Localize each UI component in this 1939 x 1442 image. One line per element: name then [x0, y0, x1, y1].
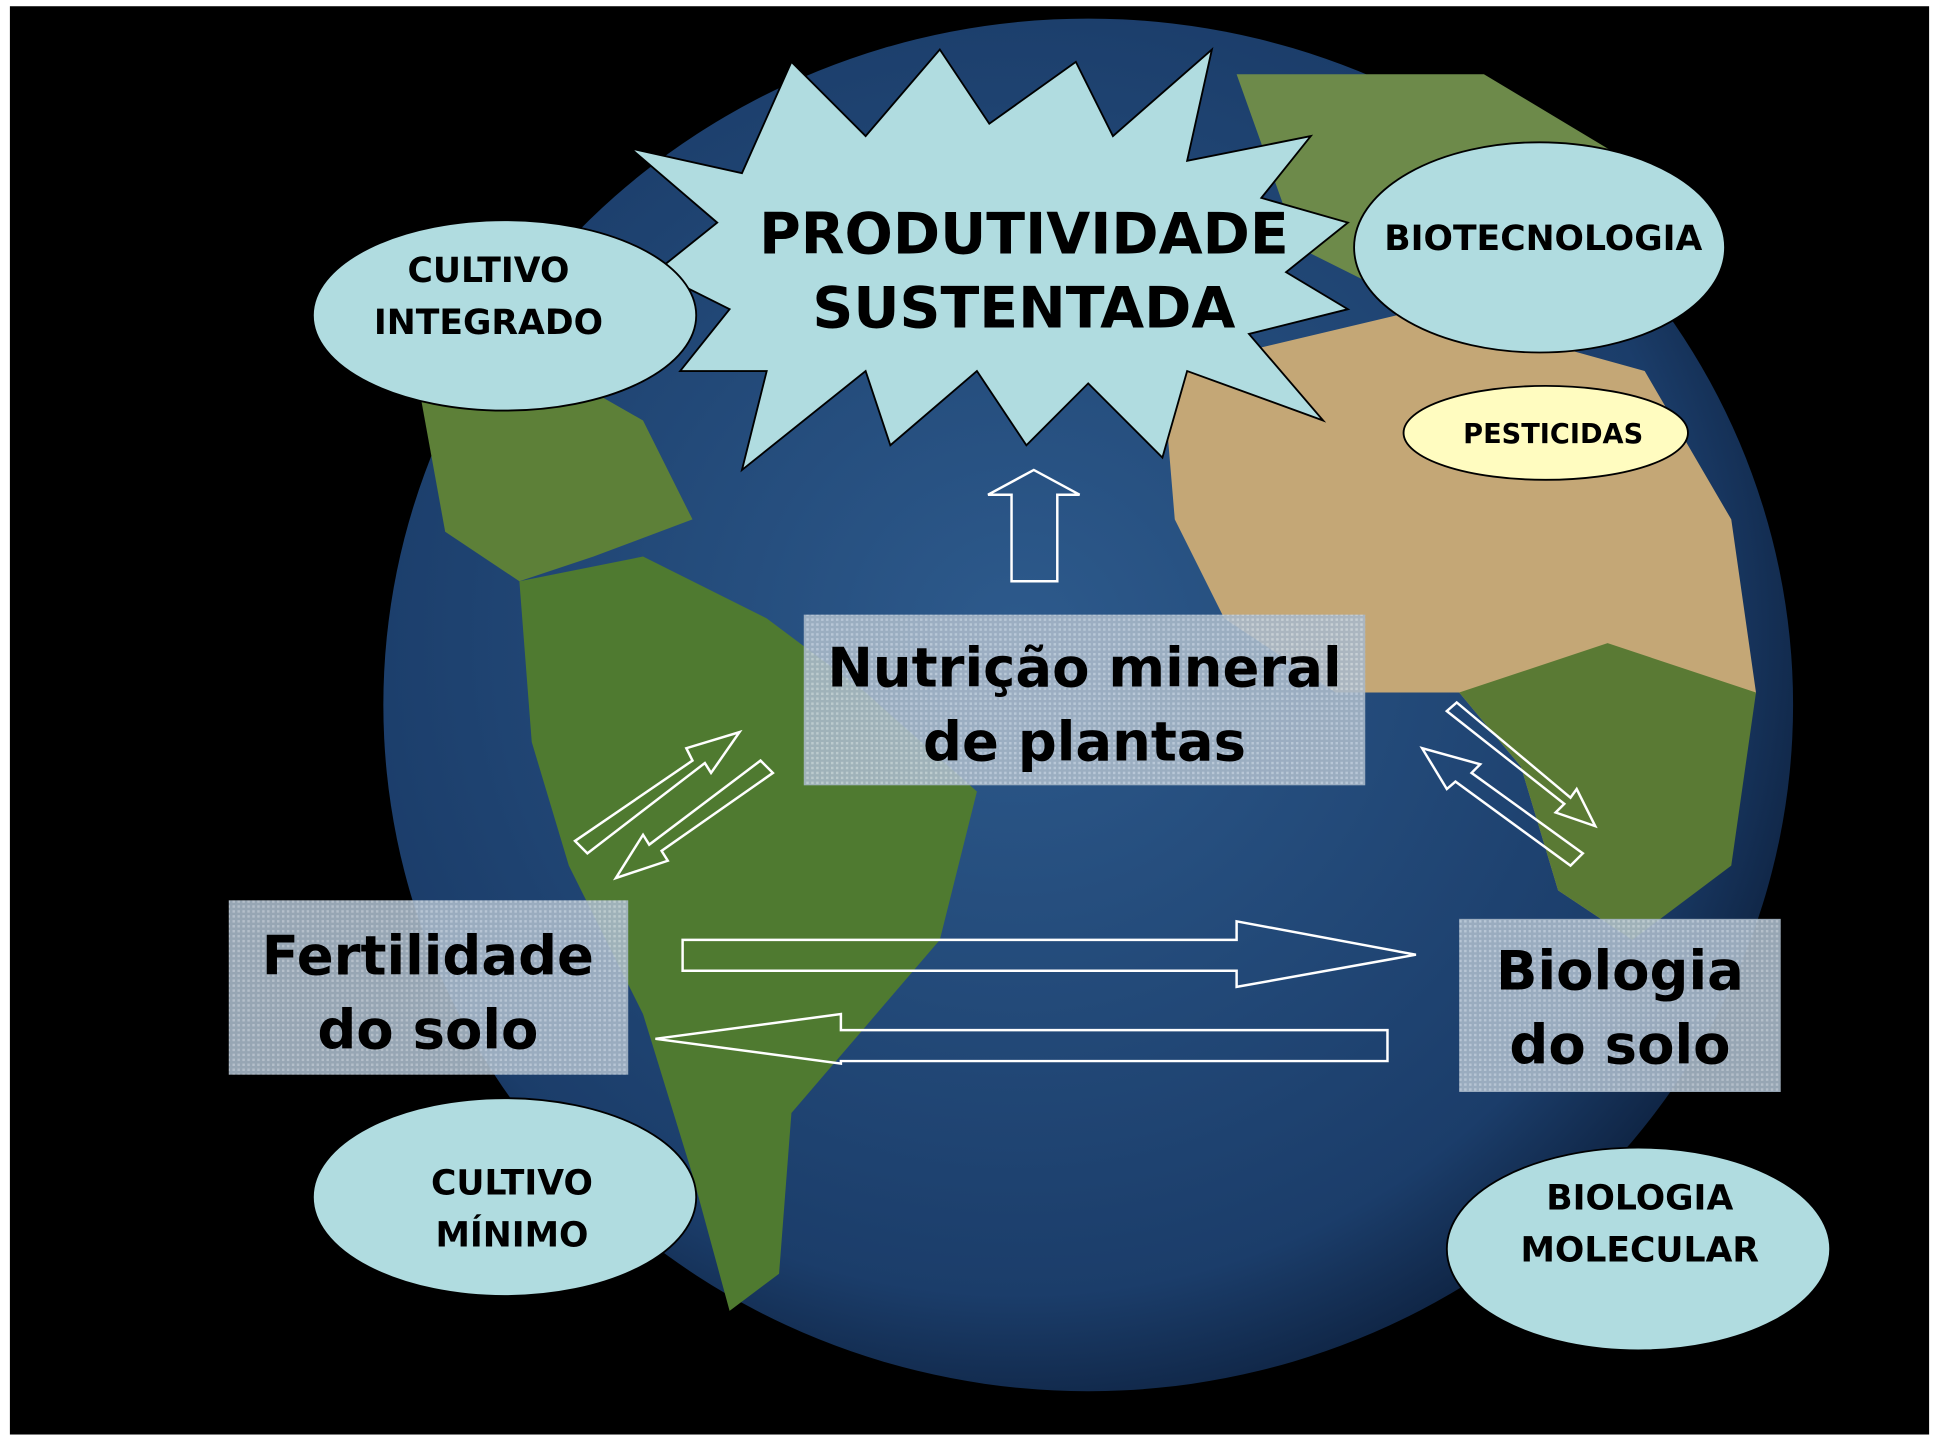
box-biologia: [1459, 918, 1781, 1092]
arrow-diag1: [573, 729, 743, 855]
arrow-up: [987, 468, 1081, 583]
ellipse-text: CULTIVO MÍNIMO: [431, 1164, 593, 1256]
ellipse: [1445, 1146, 1832, 1352]
arrow-right: [681, 919, 1417, 989]
label: de plantas: [923, 710, 1246, 774]
label: BIOLOGIA: [1546, 1178, 1733, 1218]
ellipse-text: BIOTECNOLOGIA: [1384, 219, 1702, 259]
label: CULTIVO: [431, 1164, 593, 1204]
label: INTEGRADO: [374, 303, 603, 343]
label: PESTICIDAS: [1463, 419, 1643, 450]
box-text: Fertilidade do solo: [262, 924, 594, 1062]
arrow-diag3: [1444, 700, 1598, 829]
africa-south: [1459, 643, 1756, 940]
label: Fertilidade: [262, 924, 594, 988]
ellipse: [311, 219, 698, 412]
ellipse-text: BIOLOGIA MOLECULAR: [1520, 1178, 1759, 1270]
label: Nutrição mineral: [827, 635, 1341, 699]
ellipse-text: CULTIVO INTEGRADO: [374, 251, 603, 343]
starburst: [630, 46, 1351, 473]
arrow-diag4: [1419, 746, 1585, 868]
ellipse: [1353, 141, 1726, 354]
ellipse: [311, 1097, 698, 1297]
box-fertilidade: [228, 900, 629, 1075]
ellipse: [1402, 384, 1689, 481]
label: SUSTENTADA: [812, 276, 1235, 342]
box-text: Biologia do solo: [1496, 938, 1744, 1076]
arrow-diag2: [612, 758, 775, 881]
central-america: [420, 371, 693, 582]
label: CULTIVO: [407, 251, 569, 291]
label: MOLECULAR: [1520, 1230, 1759, 1270]
label: PRODUTIVIDADE: [759, 202, 1289, 268]
label: do solo: [317, 998, 538, 1062]
ellipse-text: PESTICIDAS: [1463, 419, 1643, 450]
arrows: [573, 468, 1598, 1065]
box-nutricao: [803, 614, 1366, 786]
center-title: PRODUTIVIDADE SUSTENTADA: [759, 202, 1289, 342]
label: BIOTECNOLOGIA: [1384, 219, 1702, 259]
arrow-left: [655, 1012, 1389, 1065]
label: do solo: [1509, 1013, 1730, 1077]
box-text: Nutrição mineral de plantas: [827, 635, 1341, 773]
label: Biologia: [1496, 938, 1744, 1002]
label: MÍNIMO: [435, 1214, 588, 1256]
